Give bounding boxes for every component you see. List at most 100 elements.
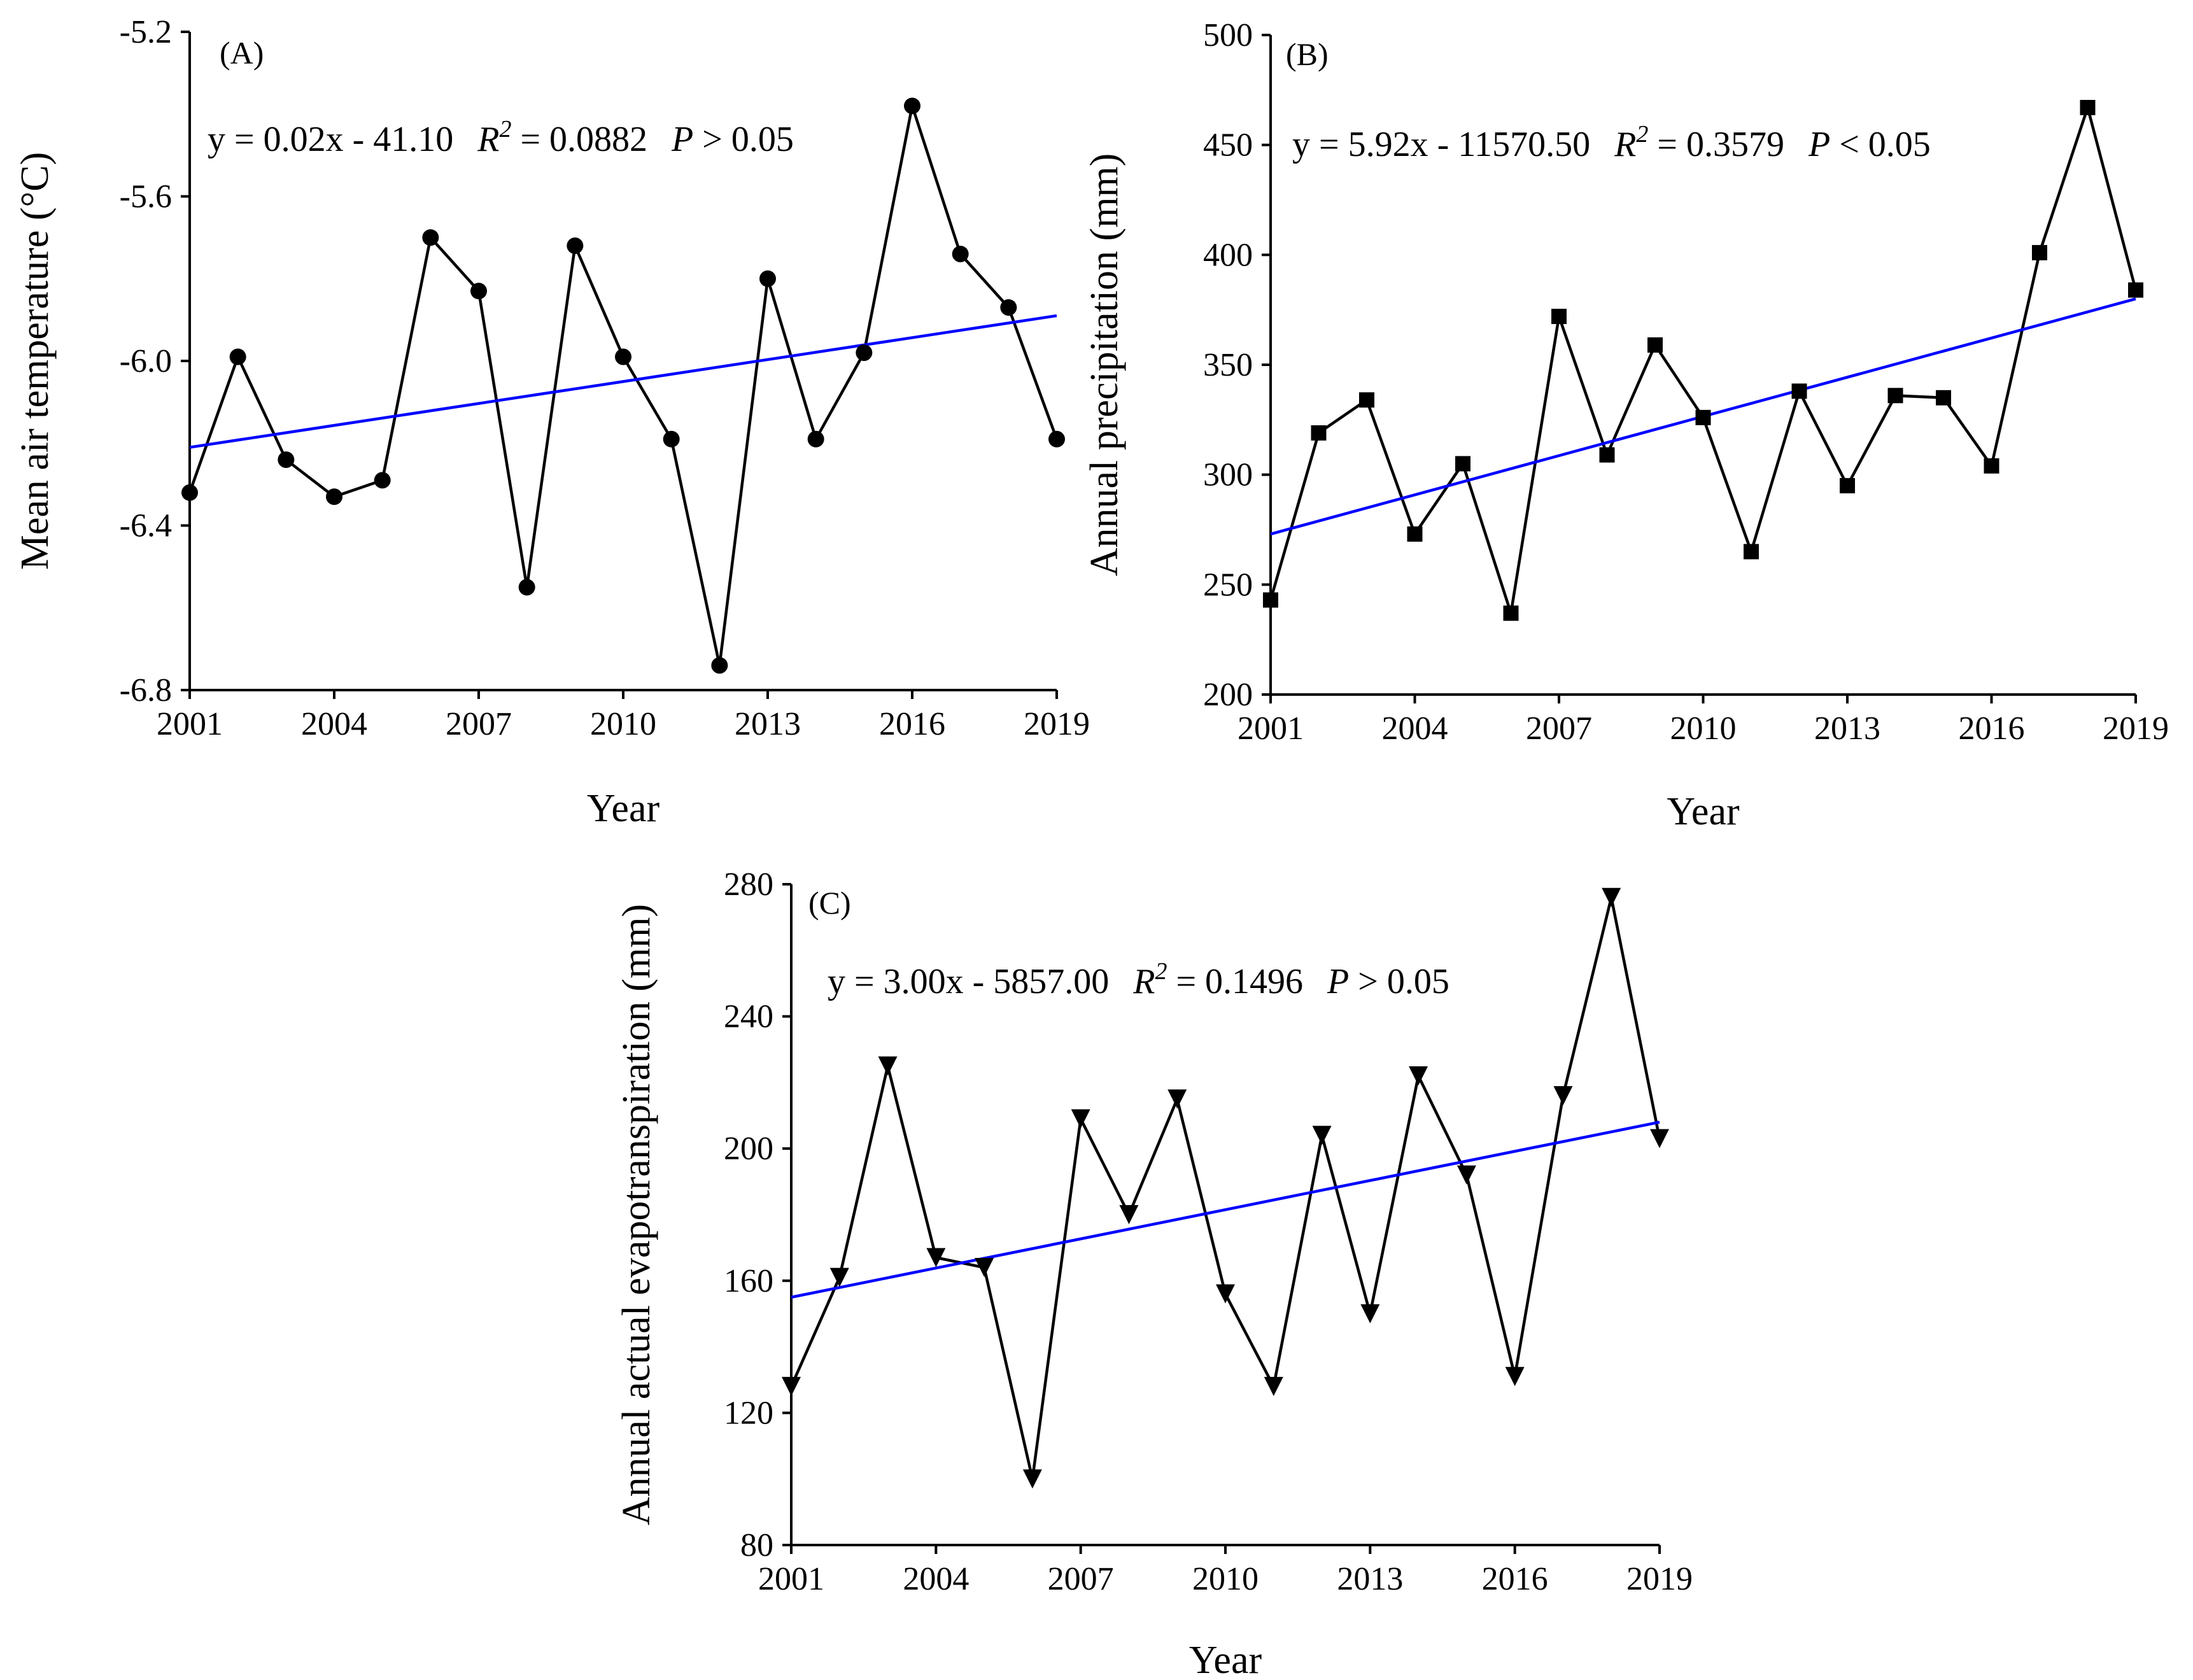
chart-a-point-2019 bbox=[1048, 430, 1065, 448]
chart-b-x-tick-label: 2016 bbox=[1959, 710, 2025, 747]
chart-c-point-2019 bbox=[1650, 1129, 1669, 1148]
chart-c-x-tick-label: 2019 bbox=[1626, 1561, 1693, 1597]
chart-c-x-axis-title: Year bbox=[1189, 1639, 1262, 1680]
chart-a-y-tick-label: -6.4 bbox=[120, 508, 172, 544]
chart-a-point-2007 bbox=[470, 283, 487, 300]
chart-a-eq-formula: y = 0.02x - 41.10 bbox=[208, 120, 453, 159]
chart-c-point-2017 bbox=[1553, 1086, 1573, 1106]
chart-a: 2001 2004 2007 2010 2013 2016 2019 -5.2 -5.6 -6.0… bbox=[13, 14, 1090, 830]
chart-c-point-2016 bbox=[1505, 1367, 1525, 1387]
chart-b-point-2013 bbox=[1840, 477, 1855, 493]
chart-a-eq-r-exponent: 2 bbox=[499, 116, 511, 143]
chart-c-x-tick-label: 2004 bbox=[903, 1561, 969, 1597]
chart-a-x-tick-label: 2001 bbox=[157, 706, 223, 742]
chart-c-eq-p-symbol: P bbox=[1327, 962, 1349, 1001]
chart-a-y-tick-label: -5.6 bbox=[120, 179, 172, 215]
chart-c-point-2002 bbox=[829, 1267, 849, 1287]
chart-c-point-2009 bbox=[1167, 1089, 1187, 1109]
chart-a-y-tick-label: -5.2 bbox=[120, 14, 172, 50]
chart-a-y-axis-title: Mean air temperature (°C) bbox=[13, 152, 57, 570]
chart-c-point-2010 bbox=[1216, 1284, 1235, 1304]
chart-c-point-2004 bbox=[926, 1248, 946, 1267]
chart-b-point-2010 bbox=[1695, 409, 1711, 425]
chart-c-eq-p-value: > 0.05 bbox=[1349, 962, 1449, 1001]
chart-b-point-2019 bbox=[2128, 282, 2143, 298]
chart-c-point-2005 bbox=[975, 1258, 994, 1278]
chart-a-point-2003 bbox=[278, 451, 295, 469]
chart-c-eq-r-exponent: 2 bbox=[1155, 958, 1167, 985]
chart-a-point-2015 bbox=[856, 344, 873, 362]
chart-b-series-line bbox=[1269, 102, 2138, 614]
chart-b-x-tick-label: 2001 bbox=[1238, 710, 1304, 747]
chart-c-eq-formula: y = 3.00x - 5857.00 bbox=[828, 962, 1109, 1001]
chart-c-x-tick-label: 2010 bbox=[1192, 1561, 1259, 1597]
chart-a-point-2013 bbox=[759, 270, 776, 287]
chart-c-y-tick-label: 160 bbox=[724, 1263, 773, 1299]
chart-b-x-tick-label: 2004 bbox=[1382, 710, 1448, 747]
chart-c-point-2015 bbox=[1456, 1165, 1476, 1185]
chart-b-eq-p-symbol: P bbox=[1808, 125, 1830, 164]
chart-c-x-tick-label: 2016 bbox=[1482, 1561, 1548, 1597]
chart-b-point-2002 bbox=[1311, 425, 1327, 441]
chart-a-trend-line bbox=[189, 314, 1057, 449]
chart-b-y-axis-title: Annual precipitation (mm) bbox=[1083, 153, 1126, 577]
chart-c-point-2007 bbox=[1071, 1109, 1090, 1129]
chart-b-eq-r-symbol: R bbox=[1614, 125, 1636, 164]
chart-b-point-2017 bbox=[2032, 244, 2047, 260]
chart-a-point-2002 bbox=[229, 348, 246, 365]
chart-a-point-2001 bbox=[181, 484, 198, 501]
chart-b-y-tick-label: 350 bbox=[1203, 347, 1253, 383]
chart-b-x-axis-title: Year bbox=[1667, 790, 1740, 833]
chart-c-point-2012 bbox=[1312, 1126, 1332, 1145]
chart-c-point-2001 bbox=[782, 1376, 801, 1396]
chart-b-point-2006 bbox=[1503, 605, 1519, 621]
chart-c-y-tick-label: 280 bbox=[724, 866, 773, 903]
chart-a-point-2006 bbox=[422, 229, 439, 246]
chart-c-y-axis-title: Annual actual evapotranspiration (mm) bbox=[615, 904, 658, 1525]
chart-b-point-2008 bbox=[1599, 447, 1615, 463]
chart-b-point-2003 bbox=[1359, 392, 1374, 408]
chart-a-panel-label: (A) bbox=[220, 35, 264, 71]
chart-a-eq-p-value: > 0.05 bbox=[693, 120, 794, 159]
chart-c-y-tick-label: 120 bbox=[724, 1395, 773, 1431]
chart-b-point-2007 bbox=[1551, 309, 1567, 325]
chart-a-eq-r2-value: = 0.0882 bbox=[511, 120, 647, 159]
chart-b-point-2016 bbox=[1984, 458, 1999, 474]
chart-b-point-2011 bbox=[1744, 544, 1759, 560]
chart-c-x-tick-label: 2001 bbox=[758, 1561, 824, 1597]
chart-a-x-tick-label: 2013 bbox=[735, 706, 801, 742]
chart-a-point-2012 bbox=[711, 657, 728, 674]
chart-a-point-2014 bbox=[807, 430, 824, 448]
chart-c-trend-line bbox=[791, 1120, 1660, 1299]
chart-c-y-tick-label: 240 bbox=[724, 999, 773, 1035]
chart-a-y-tick-label: -6.0 bbox=[120, 343, 172, 379]
chart-a-point-2018 bbox=[1000, 299, 1017, 316]
chart-b-x-tick-label: 2010 bbox=[1670, 710, 1737, 747]
chart-b-equation: y = 5.92x - 11570.50 R2 = 0.3579 P < 0.05 bbox=[1292, 121, 1931, 164]
chart-a-x-tick-label: 2010 bbox=[590, 706, 656, 742]
chart-b-point-2014 bbox=[1887, 388, 1903, 404]
chart-a-eq-p-symbol: P bbox=[671, 120, 693, 159]
chart-c-eq-r-symbol: R bbox=[1132, 962, 1155, 1001]
chart-a-x-tick-label: 2007 bbox=[446, 706, 512, 742]
chart-c-point-2018 bbox=[1602, 887, 1621, 907]
chart-a-point-2016 bbox=[904, 97, 920, 115]
chart-b-point-2018 bbox=[2080, 99, 2096, 115]
chart-c-point-2014 bbox=[1409, 1066, 1428, 1086]
chart-c-eq-r2-value: = 0.1496 bbox=[1167, 962, 1303, 1001]
chart-b-eq-r2-value: = 0.3579 bbox=[1648, 125, 1784, 164]
chart-a-point-2011 bbox=[663, 430, 680, 448]
chart-b-x-tick-label: 2013 bbox=[1814, 710, 1880, 747]
chart-c: 2001 2004 2007 2010 2013 2016 2019 80 120 160 200 2… bbox=[615, 866, 1693, 1680]
chart-a-x-axis-title: Year bbox=[587, 787, 660, 830]
chart-b-x-tick-label: 2019 bbox=[2103, 710, 2169, 747]
chart-b: 2001 2004 2007 2010 2013 2016 2019 200 250 300 350… bbox=[1083, 17, 2169, 833]
chart-b-point-2012 bbox=[1791, 383, 1807, 399]
chart-b-y-tick-label: 400 bbox=[1203, 237, 1253, 273]
chart-b-point-2001 bbox=[1263, 592, 1278, 608]
chart-a-point-2008 bbox=[518, 579, 535, 596]
chart-b-y-tick-label: 300 bbox=[1203, 457, 1253, 493]
chart-a-series-line bbox=[188, 100, 1059, 666]
chart-b-point-2009 bbox=[1647, 337, 1663, 353]
